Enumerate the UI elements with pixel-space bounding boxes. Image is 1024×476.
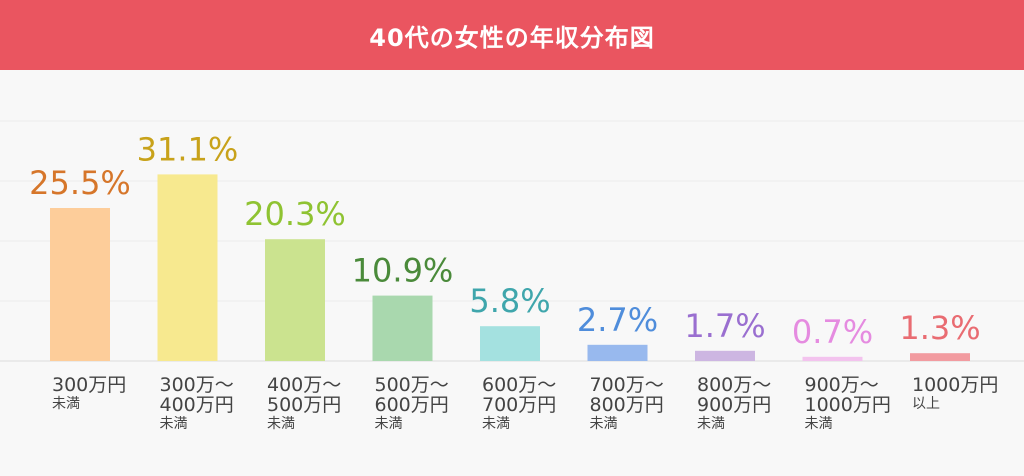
value-label: 2.7% [577,301,658,339]
category-label: 300万～ 400万円 未満 [159,374,234,432]
category-label-line: 未満 [589,415,618,432]
category-label-line: 未満 [374,415,403,432]
bar [480,326,540,361]
category-label-line: 未満 [697,415,725,432]
category-label-line: 300万～ [159,374,234,396]
category-label: 500万～ 600万円 未満 [374,374,449,432]
category-label-line: 900万円 [697,393,772,416]
category-label: 400万～ 500万円 未満 [267,374,342,432]
category-label-line: 400万円 [159,393,234,416]
category-label-line: 600万円 [374,393,449,416]
bar [50,208,110,361]
value-label: 0.7% [792,313,873,351]
category-label-line: 未満 [804,415,833,432]
category-label: 900万～ 1000万円 未満 [804,374,891,432]
chart-header: 40代の女性の年収分布図 [0,0,1024,70]
value-label: 5.8% [469,282,550,320]
value-label: 1.3% [899,309,980,347]
bar [695,350,755,361]
value-label: 31.1% [137,130,239,168]
category-label: 700万～ 800万円 未満 [589,374,664,432]
category-label: 800万～ 900万円 未満 [697,374,772,432]
bar [802,356,863,361]
category-label-line: 1000万円 [804,393,891,416]
bar [265,239,325,361]
category-label-line: 500万円 [267,393,342,416]
bar [372,295,433,361]
bar [157,174,218,361]
category-label-line: 800万～ [697,374,772,396]
value-label: 1.7% [684,307,765,345]
category-label-line: 1000万円 [912,374,999,396]
category-label-line: 600万～ [482,374,557,396]
category-label: 1000万円 以上 [912,374,999,412]
category-label-line: 400万～ [267,374,342,396]
category-label-line: 以上 [912,395,940,412]
category-label-line: 700万～ [589,374,664,396]
category-label-line: 700万円 [482,393,557,416]
category-label-line: 500万～ [374,374,449,396]
category-label-line: 未満 [267,415,295,432]
value-label: 25.5% [29,164,131,202]
value-label: 10.9% [352,252,454,290]
bar [910,353,970,361]
chart-title: 40代の女性の年収分布図 [369,23,655,52]
category-label: 300万円 未満 [52,374,127,412]
value-label: 20.3% [244,195,346,233]
category-label-line: 300万円 [52,374,127,396]
category-label-line: 800万円 [589,393,664,416]
bar [587,344,648,361]
category-label-line: 未満 [159,415,188,432]
category-label-line: 900万～ [804,374,879,396]
category-label: 600万～ 700万円 未満 [482,374,557,432]
category-label-line: 未満 [482,415,510,432]
category-label-line: 未満 [52,395,80,412]
